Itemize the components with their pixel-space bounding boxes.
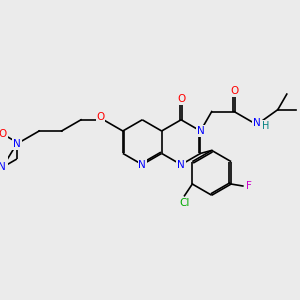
Text: N: N	[13, 139, 21, 149]
Text: O: O	[230, 86, 238, 96]
Text: N: N	[177, 160, 185, 170]
Text: O: O	[0, 129, 6, 139]
Text: Cl: Cl	[179, 198, 190, 208]
Text: O: O	[96, 112, 105, 122]
Text: F: F	[246, 181, 252, 191]
Text: N: N	[196, 126, 204, 136]
Text: N: N	[0, 162, 6, 172]
Text: O: O	[177, 94, 185, 104]
Text: H: H	[262, 121, 269, 131]
Text: N: N	[253, 118, 260, 128]
Text: N: N	[138, 160, 146, 170]
